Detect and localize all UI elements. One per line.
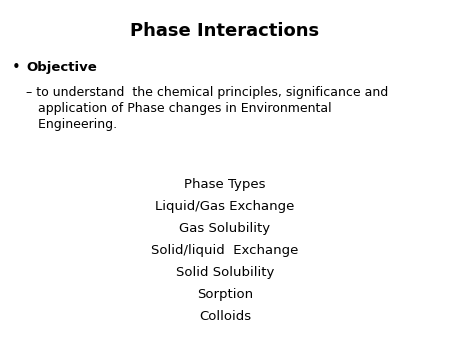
Text: Solid/liquid  Exchange: Solid/liquid Exchange — [151, 244, 299, 257]
Text: Phase Interactions: Phase Interactions — [130, 22, 320, 40]
Text: Sorption: Sorption — [197, 288, 253, 301]
Text: – to understand  the chemical principles, significance and: – to understand the chemical principles,… — [26, 86, 388, 99]
Text: Colloids: Colloids — [199, 310, 251, 323]
Text: Engineering.: Engineering. — [26, 118, 117, 131]
Text: •: • — [12, 61, 21, 75]
Text: Solid Solubility: Solid Solubility — [176, 266, 274, 279]
Text: application of Phase changes in Environmental: application of Phase changes in Environm… — [26, 102, 332, 115]
Text: Objective: Objective — [26, 62, 97, 74]
Text: Phase Types: Phase Types — [184, 178, 266, 191]
Text: Liquid/Gas Exchange: Liquid/Gas Exchange — [155, 200, 295, 213]
Text: Gas Solubility: Gas Solubility — [180, 222, 270, 235]
